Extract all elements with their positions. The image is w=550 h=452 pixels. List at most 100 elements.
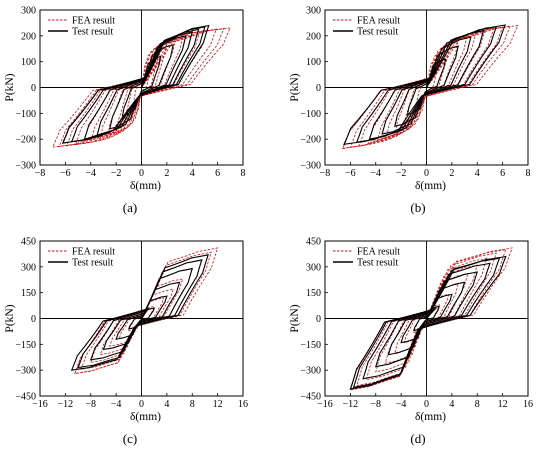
- x-tick-label: 0: [139, 399, 144, 410]
- y-tick-label: 300: [306, 262, 321, 273]
- y-tick-label: −300: [15, 366, 36, 377]
- x-tick-label: 0: [139, 168, 144, 179]
- panel-caption: (c): [123, 431, 137, 446]
- y-tick-label: 0: [316, 314, 321, 325]
- y-tick-label: 0: [316, 83, 321, 94]
- y-tick-label: 450: [21, 237, 36, 248]
- x-tick-label: 2: [449, 168, 454, 179]
- panel-c: −16 −12 −8 −4 0 4 8 12 16 −450 −300 −150 0 150 300 450 δ…: [4, 237, 248, 447]
- x-tick-label: −6: [345, 168, 356, 179]
- hysteresis-loop: [70, 254, 209, 371]
- x-tick-label: −2: [396, 168, 407, 179]
- y-axis-label: P(kN): [4, 304, 16, 332]
- series-fea-result: [342, 24, 519, 149]
- x-tick-label: −8: [35, 168, 46, 179]
- hysteresis-loop: [96, 35, 187, 137]
- y-tick-label: 200: [306, 31, 321, 42]
- x-tick-label: 8: [190, 399, 195, 410]
- y-tick-label: −300: [300, 366, 321, 377]
- y-axis-label: P(kN): [289, 304, 301, 332]
- x-tick-label: 4: [164, 399, 169, 410]
- series-test-result: [70, 254, 209, 371]
- x-tick-label: 16: [238, 399, 248, 410]
- x-axis-label: δ(mm): [415, 411, 446, 423]
- x-tick-label: −8: [320, 168, 331, 179]
- series-test-result: [343, 24, 507, 146]
- legend-label: FEA result: [357, 16, 400, 27]
- x-tick-label: 6: [500, 168, 505, 179]
- hysteresis-loop: [394, 45, 459, 128]
- x-tick-label: 12: [213, 399, 223, 410]
- y-axis-label: P(kN): [289, 73, 301, 101]
- y-tick-label: 100: [306, 57, 321, 68]
- y-tick-label: −200: [15, 135, 36, 146]
- panel-a: −8 −6 −4 −2 0 2 4 6 8 −300 −200 −100 0 100 200 300 δ(mm)…: [4, 6, 246, 216]
- legend-label: FEA result: [357, 247, 400, 258]
- x-tick-label: 16: [523, 399, 533, 410]
- panel-d: −16 −12 −8 −4 0 4 8 12 16 −450 −300 −150 0 150 300 450 δ…: [289, 237, 533, 447]
- x-tick-label: 4: [190, 168, 195, 179]
- hysteresis-loop: [61, 24, 210, 144]
- x-tick-label: −4: [396, 399, 407, 410]
- y-tick-label: 100: [21, 57, 36, 68]
- x-tick-label: −4: [111, 399, 122, 410]
- y-axis-label: P(kN): [4, 73, 16, 101]
- x-tick-label: −8: [370, 399, 381, 410]
- y-tick-label: −450: [15, 392, 36, 403]
- x-tick-label: 8: [526, 168, 531, 179]
- legend-label: FEA result: [72, 16, 115, 27]
- hysteresis-loop: [343, 24, 507, 146]
- y-tick-label: 0: [31, 83, 36, 94]
- x-tick-label: 2: [164, 168, 169, 179]
- hysteresis-loop: [90, 32, 193, 143]
- y-tick-label: 0: [31, 314, 36, 325]
- x-axis-label: δ(mm): [415, 180, 446, 192]
- y-tick-label: −100: [15, 109, 36, 120]
- y-tick-label: −150: [300, 340, 321, 351]
- panel-b: −8 −6 −4 −2 0 2 4 6 8 −300 −200 −100 0 100 200 300 δ(mm)…: [289, 6, 531, 216]
- legend-label: Test result: [357, 258, 398, 269]
- x-tick-label: −16: [32, 399, 48, 410]
- x-tick-label: 8: [475, 399, 480, 410]
- hysteresis-loop: [387, 281, 466, 356]
- legend-label: Test result: [357, 27, 398, 38]
- hysteresis-loop: [349, 255, 507, 390]
- y-tick-label: 150: [21, 288, 36, 299]
- hysteresis-loop: [70, 28, 200, 143]
- panel-caption: (d): [410, 431, 425, 446]
- legend-label: Test result: [72, 27, 113, 38]
- x-tick-label: −12: [343, 399, 359, 410]
- x-tick-label: 12: [498, 399, 508, 410]
- hysteresis-loop: [74, 247, 219, 375]
- x-tick-label: 4: [449, 399, 454, 410]
- x-tick-label: 0: [424, 399, 429, 410]
- x-tick-label: −6: [60, 168, 71, 179]
- hysteresis-loop: [109, 44, 174, 130]
- x-tick-label: 8: [241, 168, 246, 179]
- y-tick-label: 200: [21, 31, 36, 42]
- hysteresis-loop: [400, 293, 453, 344]
- hysteresis-loop: [89, 267, 194, 361]
- y-tick-label: 300: [306, 6, 321, 17]
- y-tick-label: 150: [306, 288, 321, 299]
- x-tick-label: −4: [85, 168, 96, 179]
- panel-caption: (a): [123, 200, 137, 215]
- x-tick-label: −16: [317, 399, 333, 410]
- y-tick-label: −450: [300, 392, 321, 403]
- hysteresis-loop: [342, 24, 519, 149]
- x-tick-label: 0: [424, 168, 429, 179]
- x-tick-label: −8: [85, 399, 96, 410]
- hysteresis-loop: [123, 45, 160, 130]
- x-tick-label: −12: [58, 399, 74, 410]
- legend-label: FEA result: [72, 247, 115, 258]
- x-tick-label: −2: [111, 168, 122, 179]
- hysteresis-loop: [99, 33, 184, 142]
- series-test-result: [61, 24, 210, 144]
- x-tick-label: −4: [370, 168, 381, 179]
- y-tick-label: 300: [21, 262, 36, 273]
- y-tick-label: −300: [15, 161, 36, 172]
- hysteresis-loop: [356, 252, 497, 387]
- y-tick-label: −100: [300, 109, 321, 120]
- x-tick-label: 4: [475, 168, 480, 179]
